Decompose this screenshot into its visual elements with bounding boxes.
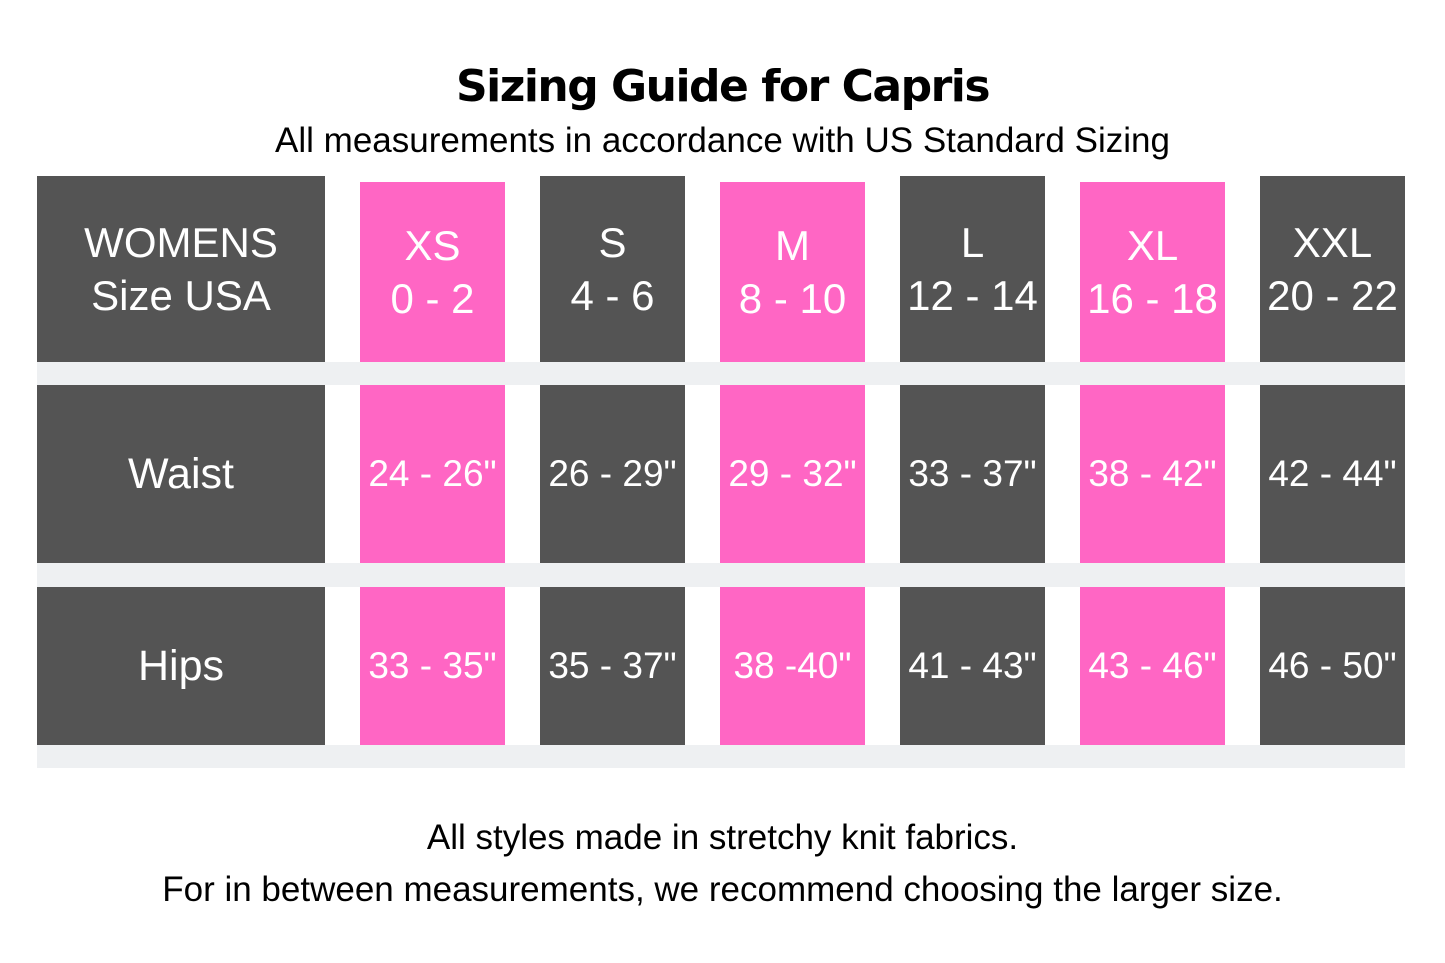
size-label: XXL	[1292, 219, 1373, 266]
footer-note-fabrics: All styles made in stretchy knit fabrics…	[426, 818, 1019, 857]
hips-value-m: 38 -40"	[720, 587, 865, 745]
table-header-line2: Size USA	[91, 272, 271, 319]
size-label: XL	[1126, 222, 1179, 269]
size-range: 0 - 2	[390, 275, 475, 322]
waist-value-xs: 24 - 26"	[360, 385, 505, 563]
size-cell-xl: XL 16 - 18	[1080, 182, 1225, 362]
hips-value-xxl: 46 - 50"	[1260, 587, 1405, 745]
waist-row: Waist 24 - 26" 26 - 29" 29 - 32" 33 - 37…	[37, 385, 1405, 563]
size-label: S	[598, 219, 627, 266]
size-cell-s: S 4 - 6	[540, 176, 685, 362]
size-range: 4 - 6	[570, 272, 655, 319]
size-range: 8 - 10	[738, 275, 847, 322]
size-cell-l: L 12 - 14	[900, 176, 1045, 362]
waist-value-xxl: 42 - 44"	[1260, 385, 1405, 563]
waist-value-l: 33 - 37"	[900, 385, 1045, 563]
footer-note-recommendation: For in between measurements, we recommen…	[162, 870, 1283, 909]
size-range: 20 - 22	[1267, 272, 1398, 319]
size-label: M	[775, 222, 810, 269]
size-cell-m: M 8 - 10	[720, 182, 865, 362]
row-label-hips: Hips	[37, 587, 325, 745]
size-range: 16 - 18	[1087, 275, 1218, 322]
table-header-line1: WOMENS	[84, 219, 278, 266]
row-label-waist: Waist	[37, 385, 325, 563]
hips-value-xl: 43 - 46"	[1080, 587, 1225, 745]
hips-row: Hips 33 - 35" 35 - 37" 38 -40" 41 - 43" …	[37, 587, 1405, 745]
size-label: L	[960, 219, 985, 266]
size-cell-xs: XS 0 - 2	[360, 182, 505, 362]
size-label: XS	[404, 222, 461, 269]
size-cell-xxl: XXL 20 - 22	[1260, 176, 1405, 362]
size-row: WOMENS Size USA XS 0 - 2 S 4 - 6 M 8 - 1…	[37, 176, 1405, 362]
hips-value-s: 35 - 37"	[540, 587, 685, 745]
row-separator	[37, 745, 1405, 768]
row-separator	[37, 362, 1405, 385]
size-range: 12 - 14	[907, 272, 1038, 319]
table-header-cell: WOMENS Size USA	[37, 176, 325, 362]
footer-notes: All styles made in stretchy knit fabrics…	[0, 812, 1445, 916]
row-separator	[37, 563, 1405, 587]
waist-value-m: 29 - 32"	[720, 385, 865, 563]
size-table: WOMENS Size USA XS 0 - 2 S 4 - 6 M 8 - 1…	[37, 176, 1405, 768]
page-title: Sizing Guide for Capris	[455, 61, 991, 112]
page-subtitle: All measurements in accordance with US S…	[275, 121, 1170, 160]
hips-value-xs: 33 - 35"	[360, 587, 505, 745]
waist-value-xl: 38 - 42"	[1080, 385, 1225, 563]
waist-value-s: 26 - 29"	[540, 385, 685, 563]
hips-value-l: 41 - 43"	[900, 587, 1045, 745]
